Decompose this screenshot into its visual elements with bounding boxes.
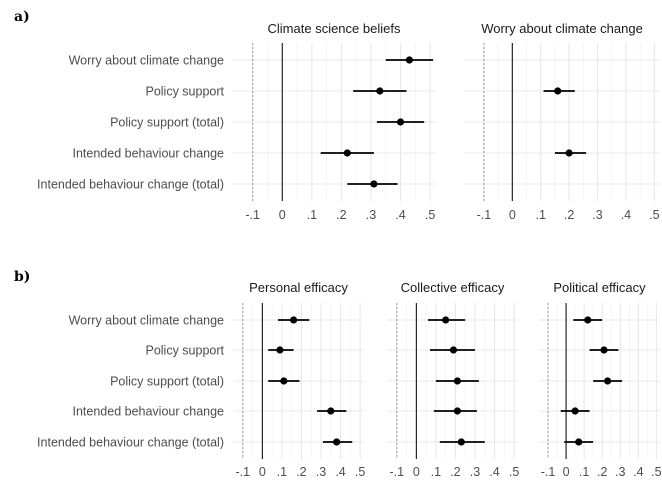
x-tick-label: .1 [535, 208, 545, 222]
category-label: Policy support (total) [110, 375, 224, 389]
x-tick-label: .4 [335, 465, 345, 479]
x-tick-label: 0 [509, 208, 516, 222]
facet: Personal efficacy -.1 0 .1 .2 .3 .4 .5 [233, 280, 365, 479]
facet-title: Personal efficacy [249, 280, 348, 295]
estimate-point [280, 377, 288, 385]
category-label: Intended behaviour change (total) [37, 436, 224, 450]
facet: Political efficacy -.1 0 .1 .2 .3 .4 .5 [539, 280, 662, 479]
x-tick-label: .1 [277, 465, 287, 479]
estimate-point [575, 438, 583, 446]
estimate-point [376, 87, 384, 95]
x-tick-label: .5 [355, 465, 365, 479]
estimate-point [453, 407, 461, 415]
facet: Worry about climate change -.1 0 .1 .2 .3 .4 .5 [464, 21, 660, 222]
x-tick-label: .4 [621, 208, 631, 222]
x-tick-label: .1 [307, 208, 317, 222]
x-tick-label: .3 [316, 465, 326, 479]
facet-title: Climate science beliefs [268, 21, 401, 36]
x-tick-label: 0 [259, 465, 266, 479]
estimate-point [453, 377, 461, 385]
estimate-point [584, 316, 592, 324]
category-label: Worry about climate change [69, 314, 224, 328]
x-tick-label: 0 [279, 208, 286, 222]
estimate-point [333, 438, 341, 446]
category-label: Intended behaviour change [72, 405, 224, 419]
x-tick-label: .2 [450, 465, 460, 479]
category-label: Worry about climate change [69, 54, 224, 68]
x-tick-label: .2 [336, 208, 346, 222]
facet: Collective efficacy -.1 0 .1 .2 .3 .4 .5 [387, 280, 519, 479]
category-label: Policy support [145, 344, 224, 358]
x-tick-label: .3 [615, 465, 625, 479]
x-tick-label: .4 [633, 465, 643, 479]
x-tick-label: -.1 [235, 465, 250, 479]
facet-title: Political efficacy [553, 280, 646, 295]
estimate-point [327, 407, 335, 415]
x-tick-label: .5 [425, 208, 435, 222]
x-tick-label: .2 [296, 465, 306, 479]
estimate-point [343, 149, 351, 157]
panel-label: a) [14, 9, 30, 25]
estimate-point [600, 346, 608, 354]
estimate-point [290, 316, 298, 324]
panel-label: b) [14, 269, 30, 285]
x-tick-label: .3 [592, 208, 602, 222]
x-tick-label: .2 [564, 208, 574, 222]
x-tick-label: -.1 [389, 465, 404, 479]
category-label: Policy support (total) [110, 116, 224, 130]
estimate-point [565, 149, 573, 157]
x-tick-label: .3 [470, 465, 480, 479]
x-tick-label: .4 [395, 208, 405, 222]
x-tick-label: 0 [413, 465, 420, 479]
facet-title: Worry about climate change [481, 21, 643, 36]
x-tick-label: .1 [579, 465, 589, 479]
estimate-point [370, 180, 378, 188]
estimate-point [554, 87, 562, 95]
estimate-point [604, 377, 612, 385]
x-tick-label: -.1 [541, 465, 556, 479]
x-tick-label: .1 [431, 465, 441, 479]
x-tick-label: .5 [649, 208, 659, 222]
estimate-point [405, 56, 413, 64]
panel-a: a) Worry about climate change Policy suppo… [14, 9, 660, 222]
category-label: Policy support [145, 85, 224, 99]
category-label: Intended behaviour change [72, 147, 224, 161]
estimate-point [457, 438, 465, 446]
category-label: Intended behaviour change (total) [37, 178, 224, 192]
x-tick-label: 0 [563, 465, 570, 479]
facet: Climate science beliefs -.1 0 .1 .2 .3 .4 .5 [232, 21, 436, 222]
estimate-point [276, 346, 284, 354]
estimate-point [442, 316, 450, 324]
x-tick-label: .5 [509, 465, 519, 479]
facet-title: Collective efficacy [401, 280, 505, 295]
x-tick-label: -.1 [245, 208, 260, 222]
estimate-point [449, 346, 458, 354]
estimate-point [571, 407, 579, 415]
panel-b: b) Worry about climate change Policy suppo… [14, 269, 662, 479]
x-tick-label: -.1 [477, 208, 492, 222]
x-tick-label: .4 [489, 465, 499, 479]
estimate-point [396, 118, 405, 126]
x-tick-label: .2 [597, 465, 607, 479]
x-tick-label: .5 [651, 465, 661, 479]
x-tick-label: .3 [366, 208, 376, 222]
